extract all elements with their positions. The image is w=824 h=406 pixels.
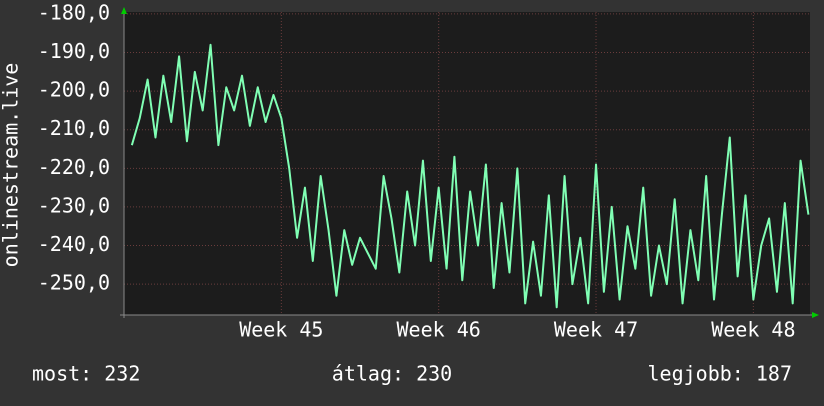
footer-current: most: 232 <box>32 362 140 386</box>
grid <box>124 12 810 315</box>
y-tick-label: -230,0 <box>38 193 110 217</box>
y-tick-label: -200,0 <box>38 78 110 102</box>
y-tick-label: -220,0 <box>38 155 110 179</box>
x-tick-label: Week 47 <box>554 318 638 342</box>
y-axis-label: onlinestream.live <box>0 63 23 268</box>
y-tick-label: -210,0 <box>38 116 110 140</box>
x-axis-arrow <box>812 312 819 318</box>
data-line <box>130 43 810 309</box>
y-tick-label: -240,0 <box>38 232 110 256</box>
y-tick-label: -250,0 <box>38 271 110 295</box>
lines <box>130 43 810 309</box>
x-tick-label: Week 48 <box>711 318 795 342</box>
footer-best: legjobb: 187 <box>648 362 793 386</box>
footer-average: átlag: 230 <box>332 362 452 386</box>
y-tick-label: -190,0 <box>38 39 110 63</box>
x-tick-label: Week 45 <box>239 318 323 342</box>
y-axis-arrow <box>121 7 127 14</box>
plot-area <box>124 12 810 315</box>
x-tick-label: Week 46 <box>397 318 481 342</box>
y-tick-label: -180,0 <box>38 0 110 24</box>
